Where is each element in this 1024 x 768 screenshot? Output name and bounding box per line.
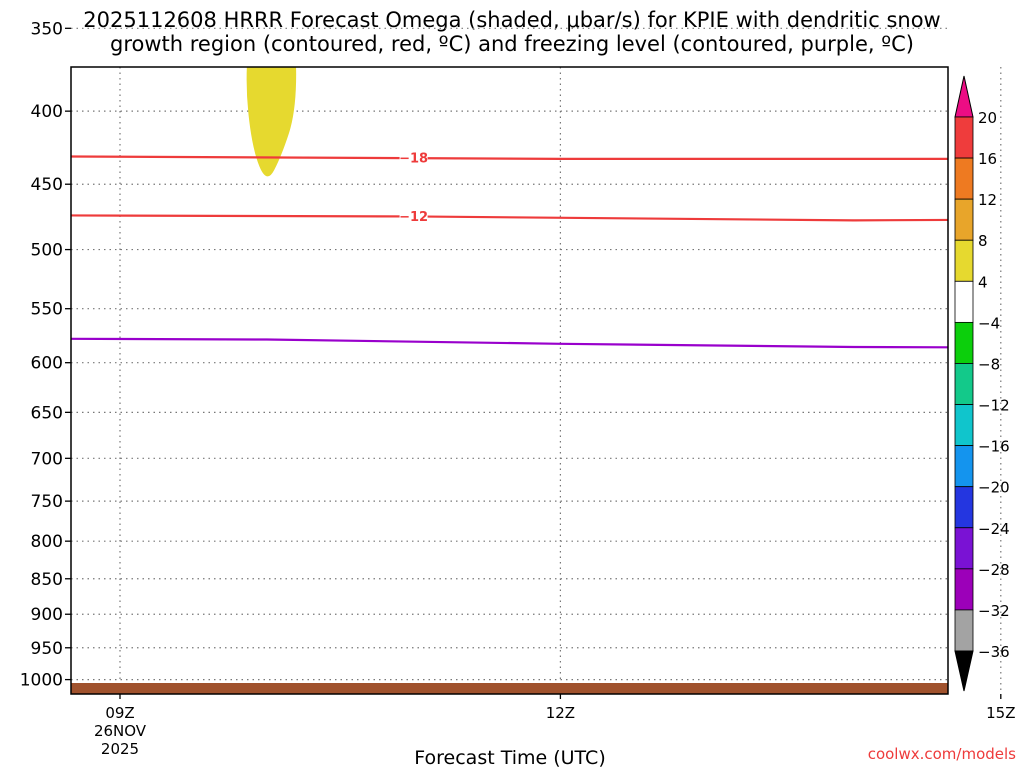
- contour-line-layer: [71, 155, 948, 349]
- y-tick-label-650: 650: [31, 403, 63, 423]
- x-tick-label-15Z: 15Z: [986, 704, 1015, 722]
- chart-title-line-1: 2025112608 HRRR Forecast Omega (shaded, …: [83, 8, 941, 32]
- colorbar: 20 16 12 8 4 −4 −8 −12 −16 −20 −24 −28 −32 −36: [954, 75, 1010, 692]
- colorbar-label-3: 8: [978, 232, 988, 250]
- colorbar-label-13: −36: [978, 643, 1010, 661]
- colorbar-label-6: −8: [978, 355, 1000, 373]
- y-tick-label-550: 550: [31, 300, 63, 320]
- omega-region-yellow-09z-upper: [246, 67, 297, 177]
- x-tick-label-12Z: 12Z: [546, 704, 575, 722]
- colorbar-label-7: −12: [978, 397, 1010, 415]
- colorbar-bin--24: [954, 486, 974, 529]
- colorbar-bin--4: [954, 280, 974, 323]
- ground-bar: [71, 683, 948, 694]
- y-tick-label-900: 900: [31, 605, 63, 625]
- y-tick-label-1000: 1000: [20, 671, 63, 691]
- y-tick-label-750: 750: [31, 492, 63, 512]
- y-tick-label-850: 850: [31, 570, 63, 590]
- y-tick-label-800: 800: [31, 532, 63, 552]
- colorbar-bin--8: [954, 321, 974, 364]
- x-axis-label: Forecast Time (UTC): [414, 747, 605, 768]
- chart-title-line-2: growth region (contoured, red, ºC) and f…: [110, 32, 914, 56]
- colorbar-bin-8: [954, 198, 974, 241]
- colorbar-label-1: 16: [978, 150, 997, 168]
- omega-region-seagreen-16z-low: [1020, 596, 1024, 666]
- contour-label-dgz-minus12-0: −12: [399, 210, 428, 225]
- x-tick-date-26NOV: 26NOV: [94, 722, 147, 740]
- colorbar-bin--32: [954, 568, 974, 611]
- contour-label-bg: [399, 151, 428, 166]
- y-tick-label-700: 700: [31, 449, 63, 469]
- plot-frame: [70, 66, 949, 695]
- colorbar-top-arrow: [954, 75, 974, 118]
- x-tick-label-09Z: 09Z: [105, 704, 134, 722]
- y-tick-label-500: 500: [31, 241, 63, 261]
- y-tick-label-950: 950: [31, 639, 63, 659]
- colorbar-bin--16: [954, 404, 974, 447]
- colorbar-label-12: −32: [978, 602, 1010, 620]
- colorbar-label-9: −20: [978, 479, 1010, 497]
- colorbar-label-5: −4: [978, 314, 1000, 332]
- contour-line-dgz-minus18: [71, 155, 948, 160]
- contour-label-bg: [399, 209, 428, 224]
- colorbar-bin--28: [954, 527, 974, 570]
- grid-layer: [71, 27, 1002, 694]
- colorbar-label-11: −28: [978, 561, 1010, 579]
- watermark: coolwx.com/models: [868, 745, 1016, 763]
- colorbar-bin-16: [954, 116, 974, 159]
- colorbar-bin--12: [954, 363, 974, 405]
- y-tick-label-450: 450: [31, 175, 63, 195]
- colorbar-bin--20: [954, 445, 974, 488]
- contour-label-layer: −18−18−12−12−120: [399, 151, 428, 225]
- colorbar-label-4: 4: [978, 273, 988, 291]
- colorbar-label-8: −16: [978, 438, 1010, 456]
- colorbar-bin-12: [954, 157, 974, 200]
- omega-fill-layer: [246, 67, 1024, 666]
- contour-line-dgz-minus12: [71, 214, 948, 222]
- y-tick-label-400: 400: [31, 102, 63, 122]
- contour-label-dgz-minus18-0: −18: [399, 152, 428, 167]
- axes-layer: 2503003504004505005506006507007508008509…: [20, 19, 1016, 758]
- colorbar-label-2: 12: [978, 191, 997, 209]
- y-tick-label-350: 350: [31, 19, 63, 39]
- contour-line-freezing-level-0: [71, 337, 948, 349]
- y-tick-label-600: 600: [31, 354, 63, 374]
- colorbar-label-10: −24: [978, 520, 1010, 538]
- x-tick-year-2025: 2025: [101, 740, 139, 758]
- colorbar-bottom-arrow: [954, 650, 974, 692]
- colorbar-bin--36: [954, 609, 974, 652]
- colorbar-bin-4: [954, 239, 974, 282]
- colorbar-label-0: 20: [978, 109, 997, 127]
